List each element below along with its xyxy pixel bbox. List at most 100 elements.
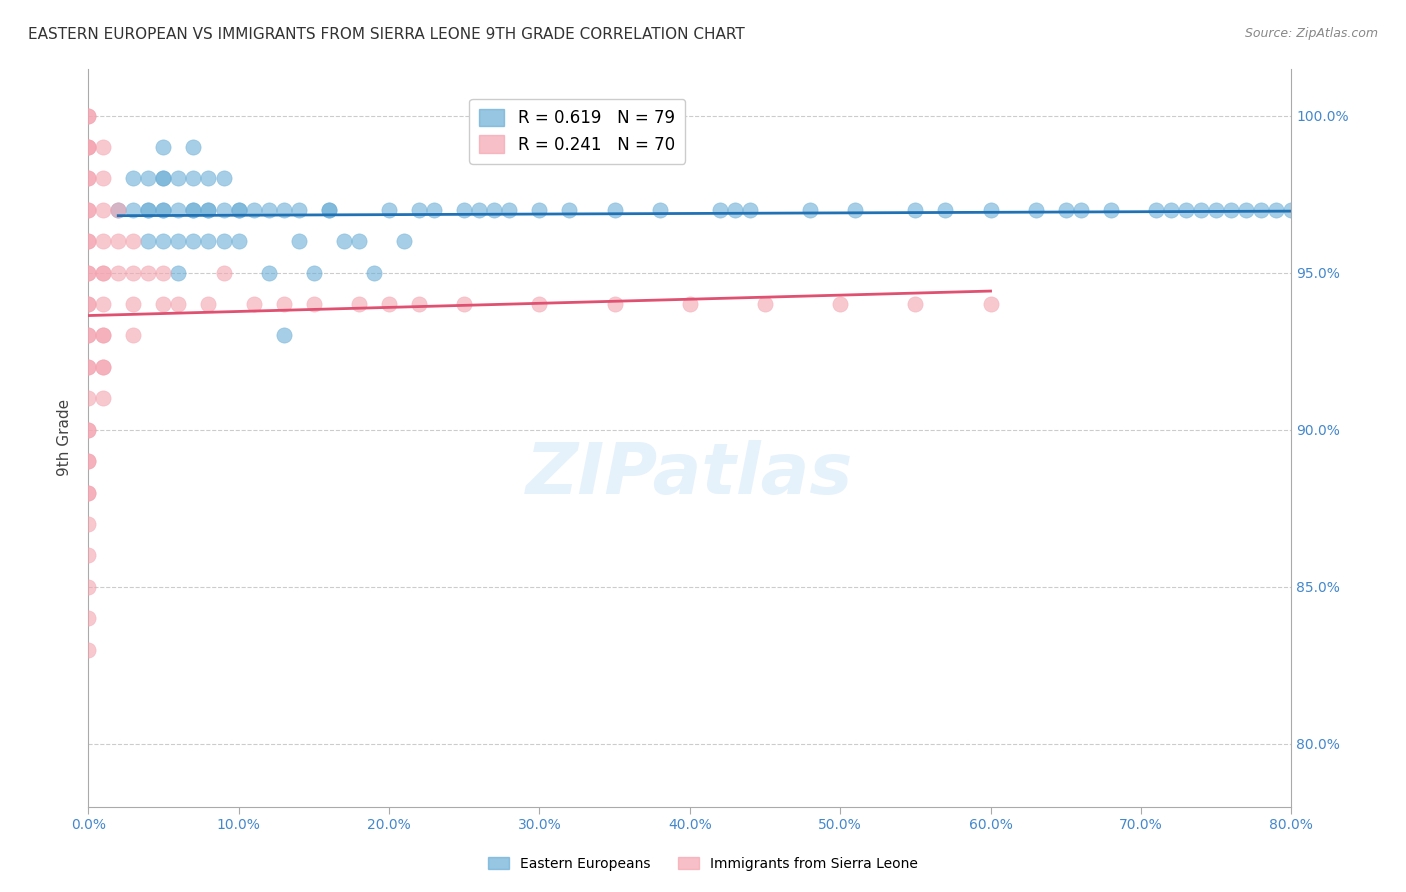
Text: EASTERN EUROPEAN VS IMMIGRANTS FROM SIERRA LEONE 9TH GRADE CORRELATION CHART: EASTERN EUROPEAN VS IMMIGRANTS FROM SIER…: [28, 27, 745, 42]
Point: [273, 297, 295, 311]
Point: [183, 202, 205, 217]
Point: [1070, 202, 1092, 217]
Point: [91, 359, 114, 374]
Point: [197, 202, 219, 217]
Point: [77, 171, 100, 186]
Point: [77, 140, 100, 154]
Point: [830, 297, 852, 311]
Point: [287, 234, 309, 248]
Point: [77, 642, 100, 657]
Point: [77, 454, 100, 468]
Point: [122, 328, 145, 343]
Point: [77, 580, 100, 594]
Point: [107, 202, 129, 217]
Point: [529, 297, 551, 311]
Point: [378, 297, 401, 311]
Point: [754, 297, 776, 311]
Point: [77, 611, 100, 625]
Point: [197, 202, 219, 217]
Point: [197, 297, 219, 311]
Point: [122, 202, 145, 217]
Point: [77, 202, 100, 217]
Point: [122, 297, 145, 311]
Point: [77, 140, 100, 154]
Point: [77, 297, 100, 311]
Point: [77, 171, 100, 186]
Point: [183, 140, 205, 154]
Point: [228, 202, 250, 217]
Point: [302, 297, 325, 311]
Point: [91, 328, 114, 343]
Point: [77, 359, 100, 374]
Point: [648, 202, 671, 217]
Point: [212, 202, 235, 217]
Point: [408, 297, 430, 311]
Point: [77, 202, 100, 217]
Point: [77, 109, 100, 123]
Point: [152, 140, 174, 154]
Point: [1099, 202, 1122, 217]
Point: [1054, 202, 1077, 217]
Point: [136, 202, 159, 217]
Point: [122, 234, 145, 248]
Point: [91, 202, 114, 217]
Point: [679, 297, 702, 311]
Point: [1234, 202, 1257, 217]
Point: [844, 202, 866, 217]
Point: [318, 202, 340, 217]
Point: [77, 328, 100, 343]
Text: Source: ZipAtlas.com: Source: ZipAtlas.com: [1244, 27, 1378, 40]
Legend: Eastern Europeans, Immigrants from Sierra Leone: Eastern Europeans, Immigrants from Sierr…: [482, 851, 924, 876]
Point: [152, 266, 174, 280]
Point: [603, 297, 626, 311]
Point: [318, 202, 340, 217]
Point: [453, 202, 475, 217]
Point: [77, 454, 100, 468]
Point: [1279, 202, 1302, 217]
Point: [122, 171, 145, 186]
Point: [91, 328, 114, 343]
Point: [228, 234, 250, 248]
Point: [152, 234, 174, 248]
Point: [91, 392, 114, 406]
Point: [167, 297, 190, 311]
Point: [183, 234, 205, 248]
Point: [423, 202, 446, 217]
Point: [1175, 202, 1198, 217]
Point: [77, 423, 100, 437]
Point: [91, 234, 114, 248]
Point: [257, 202, 280, 217]
Point: [167, 266, 190, 280]
Point: [363, 266, 385, 280]
Point: [1220, 202, 1243, 217]
Legend: R = 0.619   N = 79, R = 0.241   N = 70: R = 0.619 N = 79, R = 0.241 N = 70: [470, 99, 685, 163]
Point: [91, 266, 114, 280]
Point: [1265, 202, 1288, 217]
Point: [91, 171, 114, 186]
Point: [107, 266, 129, 280]
Point: [738, 202, 761, 217]
Point: [302, 266, 325, 280]
Point: [183, 171, 205, 186]
Point: [152, 202, 174, 217]
Point: [273, 328, 295, 343]
Point: [183, 202, 205, 217]
Point: [91, 266, 114, 280]
Point: [1189, 202, 1212, 217]
Point: [77, 549, 100, 563]
Point: [77, 266, 100, 280]
Point: [273, 202, 295, 217]
Point: [1144, 202, 1167, 217]
Point: [91, 140, 114, 154]
Point: [77, 234, 100, 248]
Point: [77, 485, 100, 500]
Point: [980, 202, 1002, 217]
Point: [1025, 202, 1047, 217]
Point: [378, 202, 401, 217]
Point: [167, 171, 190, 186]
Point: [197, 234, 219, 248]
Point: [468, 202, 491, 217]
Point: [77, 516, 100, 531]
Point: [197, 171, 219, 186]
Text: ZIPatlas: ZIPatlas: [526, 440, 853, 509]
